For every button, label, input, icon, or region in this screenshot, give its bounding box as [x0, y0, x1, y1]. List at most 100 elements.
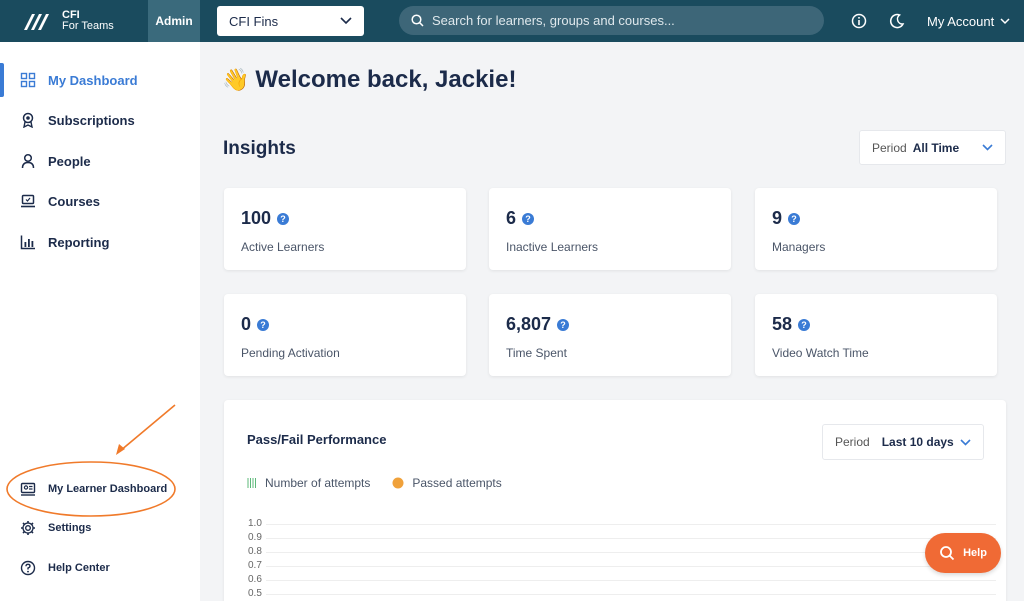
legend-label: Passed attempts: [412, 476, 502, 490]
help-tooltip-icon[interactable]: ?: [277, 212, 290, 225]
search-bar[interactable]: [399, 6, 824, 35]
grid-icon: [20, 72, 36, 88]
question-icon: [20, 560, 36, 576]
chevron-down-icon: [1000, 17, 1010, 24]
sidebar-item-label: My Dashboard: [48, 72, 138, 88]
org-select-value: CFI Fins: [229, 13, 279, 29]
sidebar-item-label: Courses: [48, 193, 101, 209]
gridline: [266, 566, 996, 567]
brand-sub: For Teams: [62, 20, 114, 32]
stat-card-pending-activation: 0? Pending Activation: [224, 294, 466, 376]
insights-title: Insights: [223, 138, 296, 159]
y-tick: 0.7: [248, 560, 262, 571]
insights-period-select[interactable]: Period All Time: [859, 130, 1006, 165]
stat-card-video-watch-time: 58? Video Watch Time: [755, 294, 997, 376]
stat-card-time-spent: 6,807? Time Spent: [489, 294, 731, 376]
stat-value: 100: [241, 208, 272, 228]
help-tooltip-icon[interactable]: ?: [788, 212, 801, 225]
stat-value: 6: [506, 208, 517, 228]
help-tooltip-icon[interactable]: ?: [522, 212, 535, 225]
brand-logo[interactable]: CFI For Teams: [0, 0, 148, 42]
y-tick: 0.5: [248, 588, 262, 599]
sidebar-item-label: People: [48, 153, 91, 169]
gridline: [266, 552, 996, 553]
wave-hand-icon: 👋: [222, 67, 250, 92]
welcome-heading: 👋 Welcome back, Jackie!: [222, 66, 516, 94]
sidebar-item-people[interactable]: People: [0, 144, 200, 178]
help-button[interactable]: Help: [925, 533, 1001, 573]
gear-icon: [21, 521, 35, 535]
chart-legend: Number of attempts Passed attempts: [247, 476, 502, 490]
stat-value: 6,807: [506, 314, 552, 334]
badge-icon: [22, 112, 34, 128]
chat-search-icon: [940, 546, 955, 561]
stat-label: Active Learners: [241, 240, 325, 254]
period-value: All Time: [912, 140, 960, 155]
person-icon: [21, 153, 35, 169]
help-tooltip-icon[interactable]: ?: [557, 318, 570, 331]
account-label: My Account: [927, 13, 995, 29]
search-input[interactable]: [432, 13, 812, 28]
laptop-icon: [21, 194, 35, 208]
top-bar: CFI For Teams Admin CFI Fins My Account: [0, 0, 1024, 42]
y-tick: 0.8: [248, 546, 262, 557]
period-label: Period: [872, 140, 907, 155]
sidebar-item-label: My Learner Dashboard: [48, 483, 168, 495]
sidebar-item-label: Subscriptions: [48, 112, 135, 128]
legend-label: Number of attempts: [265, 476, 371, 490]
stat-value: 58: [772, 314, 793, 334]
pass-fail-performance-panel: Pass/Fail Performance Period Last 10 day…: [224, 400, 1006, 601]
brand-name: CFI: [62, 9, 80, 21]
stat-label: Video Watch Time: [772, 346, 869, 360]
admin-tab[interactable]: Admin: [148, 0, 200, 42]
passed-legend-icon: [392, 477, 404, 489]
gridline: [266, 594, 996, 595]
sidebar-item-reporting[interactable]: Reporting: [0, 225, 200, 259]
learner-dashboard-icon: [20, 482, 36, 496]
account-menu[interactable]: My Account: [927, 0, 1010, 42]
info-icon: [851, 13, 867, 29]
sidebar-item-help-center[interactable]: Help Center: [0, 551, 200, 585]
org-select[interactable]: CFI Fins: [217, 6, 364, 36]
moon-icon: [889, 13, 905, 29]
chevron-down-icon: [982, 144, 993, 151]
panel-title: Pass/Fail Performance: [247, 432, 387, 447]
sidebar-item-subscriptions[interactable]: Subscriptions: [0, 103, 200, 137]
chevron-down-icon: [340, 17, 352, 25]
search-icon: [411, 14, 424, 27]
sidebar-item-my-learner-dashboard[interactable]: My Learner Dashboard: [0, 472, 200, 506]
help-tooltip-icon[interactable]: ?: [257, 318, 270, 331]
dark-mode-button[interactable]: [887, 11, 907, 31]
gridline: [266, 580, 996, 581]
period-label: Period: [835, 435, 870, 449]
cfi-logo-icon: [24, 14, 49, 30]
stat-value: 9: [772, 208, 783, 228]
chevron-down-icon: [960, 438, 971, 446]
stat-card-managers: 9? Managers: [755, 188, 997, 270]
period-value: Last 10 days: [881, 435, 954, 449]
stat-card-inactive-learners: 6? Inactive Learners: [489, 188, 731, 270]
y-tick: 0.9: [248, 532, 262, 543]
sidebar-item-label: Help Center: [48, 562, 110, 574]
gridline: [266, 538, 996, 539]
help-tooltip-icon[interactable]: ?: [798, 318, 811, 331]
sidebar-item-label: Settings: [48, 522, 92, 534]
stat-value: 0: [241, 314, 252, 334]
sidebar-item-courses[interactable]: Courses: [0, 184, 200, 218]
sidebar-item-my-dashboard[interactable]: My Dashboard: [0, 63, 200, 97]
gridline: [266, 524, 996, 525]
sidebar: My Dashboard Subscriptions People Course…: [0, 42, 200, 601]
stat-label: Time Spent: [506, 346, 567, 360]
info-button[interactable]: [849, 11, 869, 31]
performance-period-select[interactable]: Period Last 10 days: [822, 424, 984, 460]
y-tick: 1.0: [248, 518, 262, 529]
stat-label: Inactive Learners: [506, 240, 599, 254]
welcome-text: Welcome back, Jackie!: [255, 66, 517, 93]
bar-chart-icon: [20, 235, 35, 250]
help-label: Help: [963, 547, 987, 559]
stat-label: Pending Activation: [241, 346, 340, 360]
stat-card-active-learners: 100? Active Learners: [224, 188, 466, 270]
sidebar-item-settings[interactable]: Settings: [0, 511, 200, 545]
y-tick: 0.6: [248, 574, 262, 585]
brand-text: CFI For Teams: [62, 10, 114, 32]
